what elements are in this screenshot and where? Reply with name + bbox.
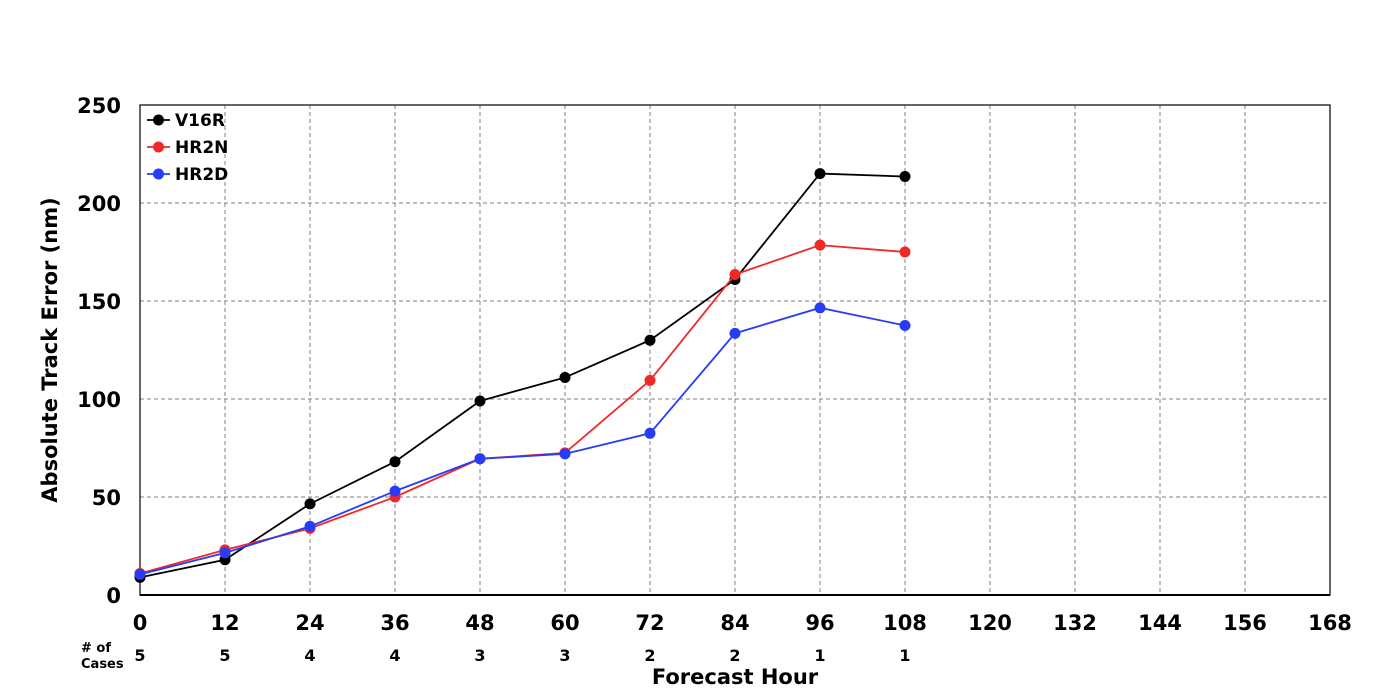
series bbox=[134, 168, 911, 583]
case-count: 3 bbox=[559, 646, 570, 665]
y-tick-label: 200 bbox=[77, 192, 121, 216]
data-point-v16r bbox=[814, 168, 826, 180]
y-axis-title: Absolute Track Error (nm) bbox=[38, 197, 62, 502]
y-tick-label: 250 bbox=[77, 94, 121, 118]
data-point-v16r bbox=[304, 498, 316, 510]
case-count-labels: 5 5 4 4 3 3 2 2 1 1 bbox=[134, 646, 910, 665]
data-point-hr2d bbox=[644, 427, 656, 439]
data-point-hr2d bbox=[559, 448, 571, 460]
x-tick-label: 24 bbox=[295, 611, 324, 635]
x-tick-label: 48 bbox=[465, 611, 494, 635]
data-point-hr2n bbox=[729, 269, 741, 281]
legend-label: V16R bbox=[175, 111, 225, 131]
x-tick-label: 144 bbox=[1138, 611, 1182, 635]
case-count: 1 bbox=[899, 646, 910, 665]
case-count: 2 bbox=[729, 646, 740, 665]
legend-marker bbox=[153, 114, 164, 126]
data-point-v16r bbox=[559, 371, 571, 383]
y-tick-labels: 0 50 100 150 200 250 bbox=[77, 94, 121, 608]
x-tick-labels: 0 12 24 36 48 60 72 84 96 108 120 132 144 156 168 bbox=[133, 611, 1352, 635]
data-point-hr2n bbox=[644, 374, 656, 386]
data-point-hr2d bbox=[134, 568, 146, 580]
data-point-hr2n bbox=[814, 239, 826, 251]
legend-marker bbox=[153, 168, 164, 180]
data-point-hr2n bbox=[899, 246, 911, 258]
legend-label: HR2N bbox=[175, 138, 228, 158]
x-tick-label: 108 bbox=[883, 611, 927, 635]
data-point-hr2d bbox=[219, 547, 231, 559]
x-tick-label: 120 bbox=[968, 611, 1012, 635]
x-tick-label: 96 bbox=[805, 611, 834, 635]
x-tick-label: 84 bbox=[720, 611, 749, 635]
case-count: 5 bbox=[219, 646, 230, 665]
data-point-hr2d bbox=[814, 302, 826, 314]
y-tick-label: 150 bbox=[77, 290, 121, 314]
grid bbox=[140, 105, 1330, 595]
cases-label-line2: Cases bbox=[81, 657, 124, 672]
series-line-hr2d bbox=[139, 306, 906, 576]
y-tick-label: 50 bbox=[92, 486, 121, 510]
x-tick-label: 0 bbox=[133, 611, 148, 635]
data-point-v16r bbox=[474, 395, 486, 407]
data-point-hr2d bbox=[899, 320, 911, 331]
data-point-hr2d bbox=[474, 453, 486, 465]
data-point-hr2d bbox=[729, 327, 741, 339]
data-point-hr2d bbox=[389, 485, 401, 497]
x-tick-label: 132 bbox=[1053, 611, 1097, 635]
case-count: 5 bbox=[134, 646, 145, 665]
legend-label: HR2D bbox=[175, 165, 228, 185]
cases-label-line1: # of bbox=[81, 641, 111, 656]
x-tick-label: 12 bbox=[210, 611, 239, 635]
x-tick-label: 156 bbox=[1223, 611, 1267, 635]
x-axis-title: Forecast Hour bbox=[652, 665, 819, 689]
case-count: 3 bbox=[474, 646, 485, 665]
data-point-v16r bbox=[389, 456, 401, 468]
case-count: 4 bbox=[304, 646, 315, 665]
x-tick-label: 36 bbox=[380, 611, 409, 635]
data-point-hr2d bbox=[304, 520, 316, 532]
data-point-v16r bbox=[644, 334, 656, 346]
series-line-hr2n bbox=[139, 244, 906, 575]
case-count: 4 bbox=[389, 646, 400, 665]
case-count: 2 bbox=[644, 646, 655, 665]
y-tick-label: 0 bbox=[106, 584, 121, 608]
x-tick-label: 60 bbox=[550, 611, 579, 635]
case-count: 1 bbox=[814, 646, 825, 665]
x-tick-label: 72 bbox=[635, 611, 664, 635]
legend-marker bbox=[153, 141, 164, 153]
y-tick-label: 100 bbox=[77, 388, 121, 412]
series-line-v16r bbox=[139, 172, 906, 579]
x-tick-label: 168 bbox=[1308, 611, 1352, 635]
legend: V16R HR2N HR2D bbox=[147, 111, 228, 185]
data-point-v16r bbox=[899, 171, 911, 183]
